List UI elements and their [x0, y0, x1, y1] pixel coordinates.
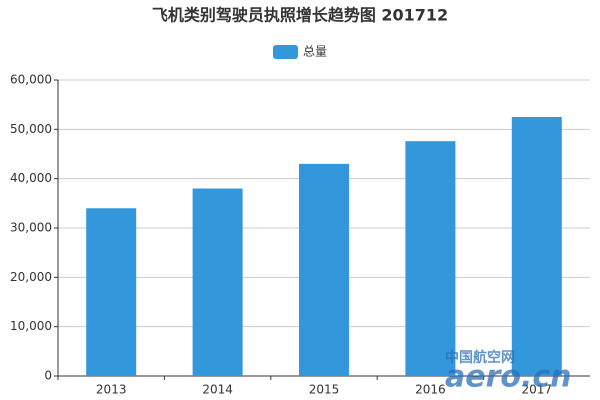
bar — [86, 208, 137, 376]
y-tick-label: 20,000 — [10, 270, 52, 284]
watermark: aero.cn — [445, 360, 572, 395]
legend-swatch — [273, 45, 298, 59]
chart-title: 飞机类别驾驶员执照增长趋势图 201712 — [152, 6, 448, 25]
y-tick-label: 40,000 — [10, 171, 52, 185]
x-tick-label: 2014 — [202, 383, 233, 397]
y-tick-label: 0 — [44, 369, 52, 383]
x-tick-label: 2016 — [415, 383, 446, 397]
y-tick-label: 50,000 — [10, 122, 52, 136]
y-tick-label: 60,000 — [10, 73, 52, 87]
watermark: 中国航空网 — [445, 349, 515, 366]
x-tick-label: 2017 — [522, 383, 553, 397]
legend-label: 总量 — [303, 45, 327, 59]
x-tick-label: 2015 — [309, 383, 340, 397]
bar — [405, 141, 456, 376]
bar — [511, 117, 562, 376]
bar — [299, 163, 349, 376]
y-tick-label: 30,000 — [10, 221, 52, 235]
bar — [192, 188, 243, 376]
y-tick-label: 10,000 — [10, 319, 52, 333]
x-tick-label: 2013 — [96, 383, 127, 397]
